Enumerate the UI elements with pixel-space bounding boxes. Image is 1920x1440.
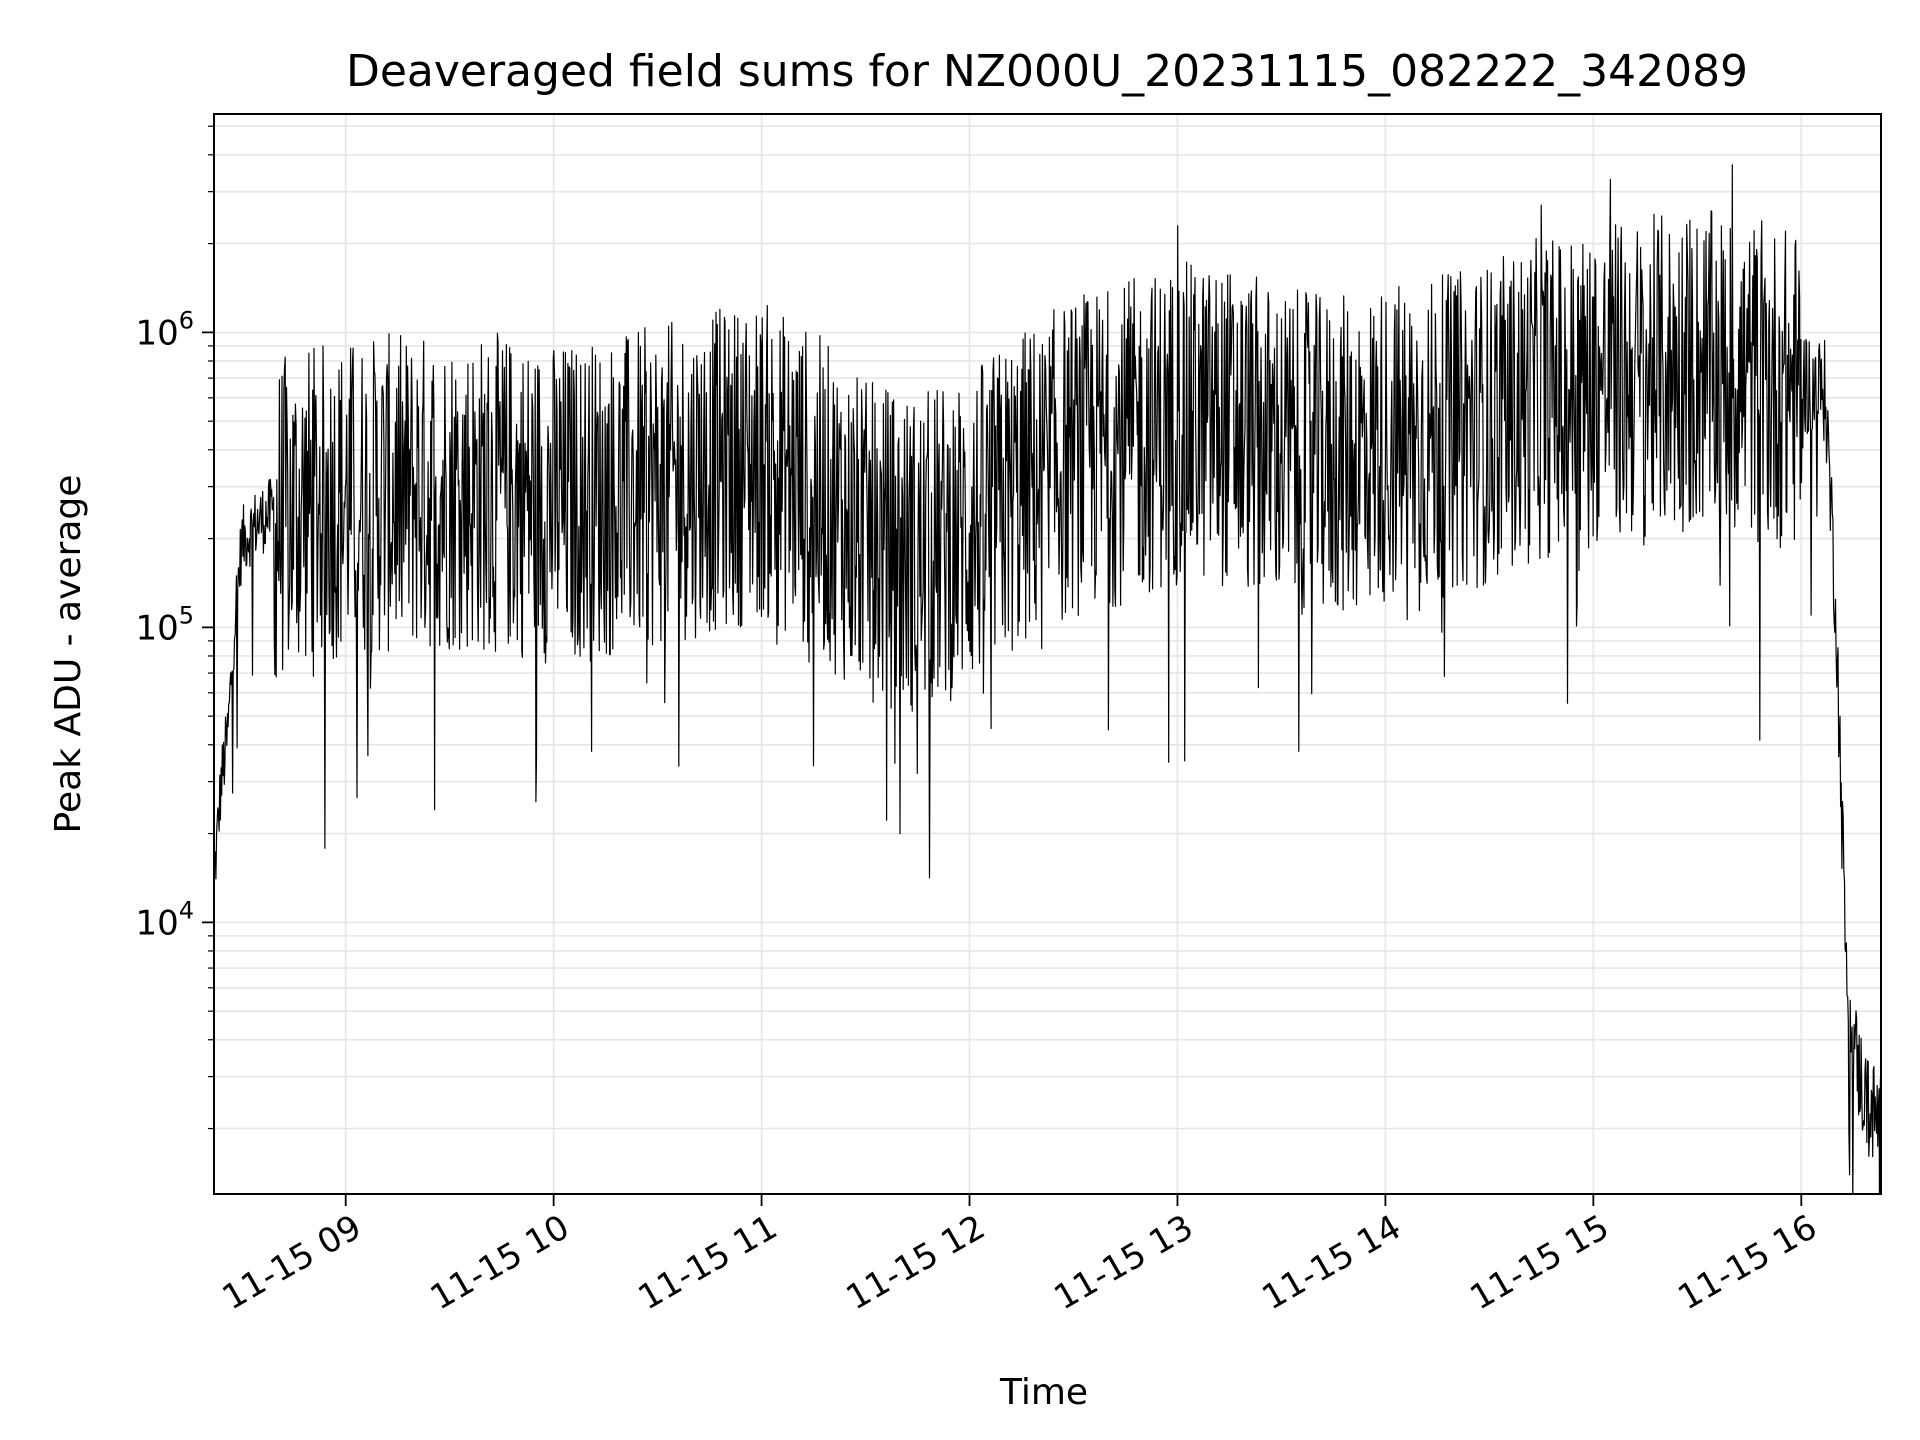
chart-title: Deaveraged field sums for NZ000U_2023111…: [346, 46, 1748, 97]
ticks: [202, 125, 1803, 1206]
y-tick-label: 106: [135, 306, 194, 353]
y-axis-label: Peak ADU - average: [48, 475, 89, 834]
x-axis-label: Time: [999, 1372, 1088, 1413]
plot-frame: [213, 113, 1882, 1195]
series-line: [214, 164, 1881, 1194]
y-tick-label: 104: [135, 896, 194, 943]
grid: [214, 114, 1881, 1194]
y-tick-label: 105: [135, 601, 194, 648]
